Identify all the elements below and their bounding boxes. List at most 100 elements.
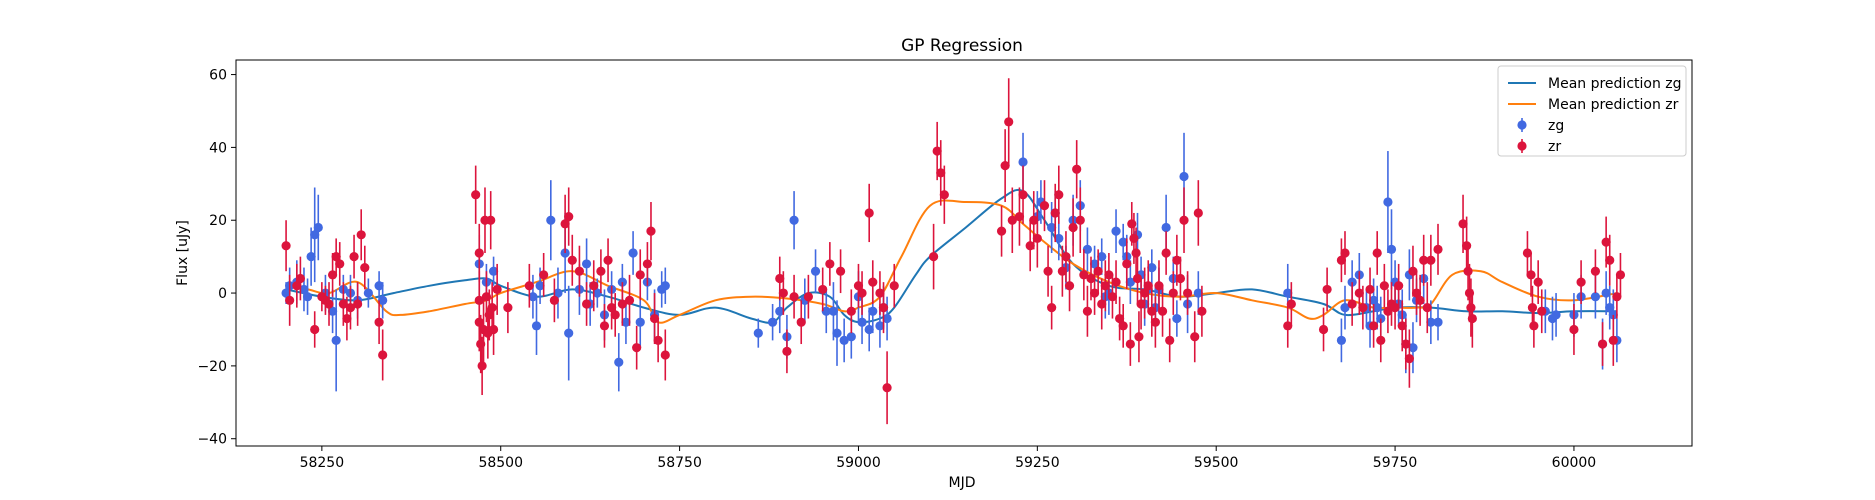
data-point bbox=[660, 281, 670, 291]
data-point bbox=[1426, 317, 1436, 327]
data-point bbox=[1018, 190, 1028, 200]
data-point bbox=[1175, 273, 1186, 284]
data-point bbox=[789, 292, 799, 302]
data-point bbox=[642, 259, 653, 269]
data-point bbox=[803, 292, 813, 302]
data-point bbox=[996, 226, 1007, 236]
data-point bbox=[1125, 277, 1135, 287]
data-point bbox=[832, 328, 842, 338]
data-point bbox=[1358, 303, 1368, 313]
data-point bbox=[1111, 226, 1121, 236]
data-point bbox=[1179, 215, 1189, 225]
plot-area bbox=[281, 78, 1626, 425]
data-point bbox=[1122, 259, 1132, 269]
data-point bbox=[624, 295, 635, 305]
data-point bbox=[1467, 313, 1477, 324]
data-point bbox=[1054, 190, 1064, 200]
data-point bbox=[621, 317, 631, 327]
data-point bbox=[1458, 219, 1468, 229]
data-point bbox=[825, 259, 835, 269]
data-point bbox=[1140, 288, 1150, 298]
data-point bbox=[1161, 222, 1171, 233]
data-point bbox=[1354, 288, 1364, 298]
data-point bbox=[1404, 354, 1414, 364]
data-point bbox=[1104, 270, 1114, 280]
data-point bbox=[882, 313, 892, 324]
data-point bbox=[853, 281, 864, 291]
data-point bbox=[1537, 306, 1547, 316]
legend-box bbox=[1497, 65, 1687, 157]
data-point bbox=[864, 208, 874, 218]
data-point bbox=[374, 281, 384, 291]
data-point bbox=[1466, 303, 1476, 313]
data-point bbox=[487, 303, 497, 313]
data-point bbox=[1143, 281, 1153, 291]
data-point bbox=[349, 252, 359, 262]
data-point bbox=[564, 328, 574, 338]
data-point bbox=[1411, 288, 1422, 298]
data-point bbox=[1347, 299, 1357, 309]
data-point bbox=[477, 361, 487, 371]
data-point bbox=[327, 270, 338, 280]
data-point bbox=[331, 252, 341, 262]
data-point bbox=[335, 259, 345, 269]
data-point bbox=[936, 168, 946, 178]
data-point bbox=[1068, 222, 1078, 233]
data-point bbox=[1168, 288, 1178, 298]
x-tick-label: 60000 bbox=[1552, 455, 1597, 471]
data-point bbox=[345, 303, 356, 313]
data-point bbox=[1197, 306, 1207, 316]
data-point bbox=[864, 324, 874, 335]
data-point bbox=[1383, 197, 1393, 207]
data-point bbox=[378, 295, 388, 305]
data-point bbox=[574, 266, 585, 276]
data-point bbox=[1190, 332, 1200, 342]
data-point bbox=[1193, 208, 1203, 218]
data-point bbox=[539, 270, 549, 280]
data-point bbox=[1597, 339, 1608, 349]
data-point bbox=[1150, 317, 1160, 327]
data-point bbox=[1004, 117, 1014, 127]
data-point bbox=[1127, 219, 1137, 229]
data-point bbox=[649, 313, 660, 324]
data-point bbox=[603, 255, 613, 265]
data-point bbox=[1283, 321, 1293, 331]
x-tick-label: 58750 bbox=[657, 455, 702, 471]
data-point bbox=[1433, 317, 1443, 327]
data-point bbox=[1527, 303, 1538, 313]
x-tick-label: 59750 bbox=[1373, 455, 1418, 471]
data-point bbox=[327, 306, 338, 316]
data-point bbox=[1039, 201, 1050, 211]
data-point bbox=[660, 350, 670, 360]
data-point bbox=[1118, 237, 1128, 247]
data-point bbox=[1376, 335, 1386, 345]
data-point bbox=[1286, 299, 1296, 309]
data-point bbox=[581, 259, 592, 269]
data-point bbox=[1612, 292, 1622, 302]
data-point bbox=[592, 288, 602, 298]
data-point bbox=[1193, 288, 1203, 298]
data-point bbox=[875, 321, 885, 331]
legend-label: Mean prediction zr bbox=[1548, 97, 1679, 113]
legend-label: zr bbox=[1548, 139, 1561, 155]
data-point bbox=[1397, 321, 1407, 331]
data-point bbox=[1615, 270, 1626, 280]
data-point bbox=[1340, 303, 1350, 313]
data-point bbox=[653, 335, 663, 345]
data-point bbox=[1089, 288, 1100, 298]
data-point bbox=[378, 350, 388, 360]
data-point bbox=[1100, 281, 1110, 291]
data-point bbox=[285, 295, 295, 305]
data-point bbox=[857, 317, 867, 327]
data-point bbox=[835, 266, 846, 276]
data-point bbox=[617, 299, 627, 309]
data-point bbox=[295, 273, 305, 284]
data-point bbox=[1401, 339, 1411, 349]
data-point bbox=[828, 306, 839, 316]
data-point bbox=[567, 255, 577, 265]
data-point bbox=[889, 281, 899, 291]
data-point bbox=[503, 303, 513, 313]
data-point bbox=[775, 306, 785, 316]
data-point bbox=[628, 248, 638, 258]
data-point bbox=[810, 266, 821, 276]
